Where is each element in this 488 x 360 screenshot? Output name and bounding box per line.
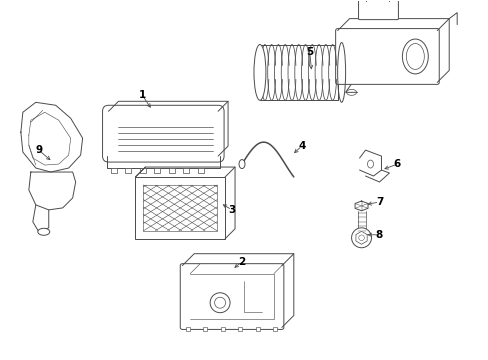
Polygon shape bbox=[365, 170, 388, 182]
Ellipse shape bbox=[38, 228, 50, 235]
Bar bbox=[125, 168, 131, 173]
Polygon shape bbox=[354, 201, 367, 211]
Ellipse shape bbox=[253, 45, 265, 100]
Bar bbox=[273, 328, 277, 332]
Ellipse shape bbox=[239, 159, 244, 168]
Circle shape bbox=[210, 293, 229, 313]
Bar bbox=[183, 168, 189, 173]
Text: 8: 8 bbox=[375, 230, 382, 240]
Text: 4: 4 bbox=[298, 141, 305, 151]
Bar bbox=[135, 177, 224, 239]
Bar bbox=[197, 168, 203, 173]
Text: 3: 3 bbox=[228, 205, 235, 215]
Ellipse shape bbox=[402, 39, 427, 74]
Text: 7: 7 bbox=[375, 197, 383, 207]
Bar bbox=[154, 168, 160, 173]
Bar bbox=[140, 168, 145, 173]
Text: 1: 1 bbox=[139, 90, 146, 100]
Bar bbox=[203, 328, 207, 332]
Bar bbox=[111, 168, 117, 173]
FancyBboxPatch shape bbox=[358, 0, 398, 20]
Bar bbox=[185, 328, 189, 332]
FancyBboxPatch shape bbox=[335, 28, 438, 84]
Text: 9: 9 bbox=[35, 145, 42, 155]
Polygon shape bbox=[29, 172, 76, 210]
Bar bbox=[238, 328, 242, 332]
Bar bbox=[255, 328, 259, 332]
Polygon shape bbox=[359, 150, 381, 176]
Text: 6: 6 bbox=[393, 159, 400, 169]
Bar bbox=[168, 168, 174, 173]
FancyBboxPatch shape bbox=[180, 264, 283, 329]
FancyBboxPatch shape bbox=[102, 105, 224, 162]
Text: 5: 5 bbox=[305, 48, 313, 58]
Bar bbox=[221, 328, 224, 332]
Circle shape bbox=[351, 228, 371, 248]
Bar bbox=[143, 185, 217, 231]
Polygon shape bbox=[21, 102, 82, 172]
Polygon shape bbox=[355, 231, 366, 244]
Text: 2: 2 bbox=[238, 257, 245, 267]
